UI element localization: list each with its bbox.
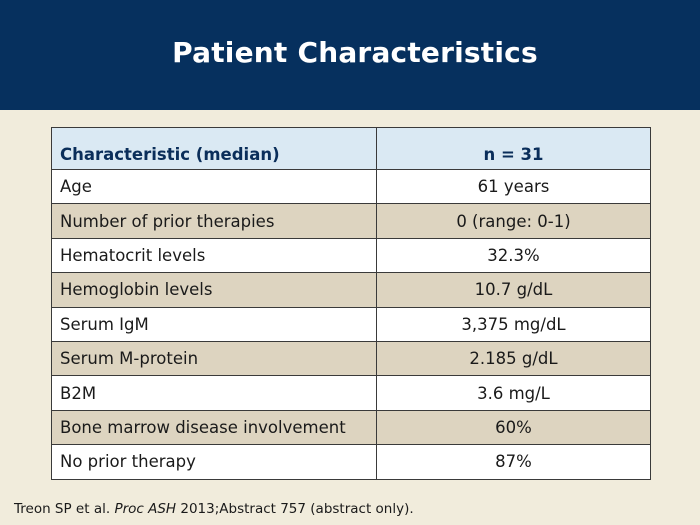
row-value: 3.6 mg/L	[376, 375, 651, 411]
citation-footnote: Treon SP et al. Proc ASH 2013;Abstract 7…	[14, 501, 414, 517]
column-header-characteristic: Characteristic (median)	[51, 127, 377, 170]
row-label: Serum IgM	[51, 306, 377, 342]
title-banner: Patient Characteristics	[0, 0, 700, 110]
citation-details: 2013;Abstract 757 (abstract only).	[176, 501, 414, 517]
table-row: Serum M-protein 2.185 g/dL	[51, 340, 651, 377]
row-label: No prior therapy	[51, 444, 377, 480]
row-value: 0 (range: 0-1)	[376, 203, 651, 239]
row-value: 61 years	[376, 168, 651, 205]
table-row: Hematocrit levels 32.3%	[51, 237, 651, 274]
table-row: B2M 3.6 mg/L	[51, 375, 651, 411]
slide-title: Patient Characteristics	[172, 36, 538, 69]
table-row: Hemoglobin levels 10.7 g/dL	[51, 272, 651, 308]
citation-journal: Proc ASH	[114, 501, 177, 517]
table-row: Number of prior therapies 0 (range: 0-1)	[51, 203, 651, 239]
row-label: Hemoglobin levels	[51, 272, 377, 308]
row-label: Serum M-protein	[51, 340, 377, 377]
row-label: Number of prior therapies	[51, 203, 377, 239]
characteristics-table-container: Characteristic (median) n = 31 Age 61 ye…	[51, 127, 651, 480]
row-value: 60%	[376, 409, 651, 446]
row-value: 3,375 mg/dL	[376, 306, 651, 342]
citation-authors: Treon SP et al.	[14, 501, 115, 517]
column-header-n: n = 31	[376, 127, 651, 170]
row-label: Hematocrit levels	[51, 237, 377, 274]
row-label: Bone marrow disease involvement	[51, 409, 377, 446]
row-value: 87%	[376, 444, 651, 480]
row-value: 32.3%	[376, 237, 651, 274]
table-row: Serum IgM 3,375 mg/dL	[51, 306, 651, 342]
row-value: 2.185 g/dL	[376, 340, 651, 377]
row-value: 10.7 g/dL	[376, 272, 651, 308]
table-row: No prior therapy 87%	[51, 444, 651, 480]
row-label: Age	[51, 168, 377, 205]
table-row: Bone marrow disease involvement 60%	[51, 409, 651, 446]
row-label: B2M	[51, 375, 377, 411]
characteristics-table: Characteristic (median) n = 31 Age 61 ye…	[51, 127, 651, 480]
table-header-row: Characteristic (median) n = 31	[51, 127, 651, 170]
table-row: Age 61 years	[51, 168, 651, 205]
